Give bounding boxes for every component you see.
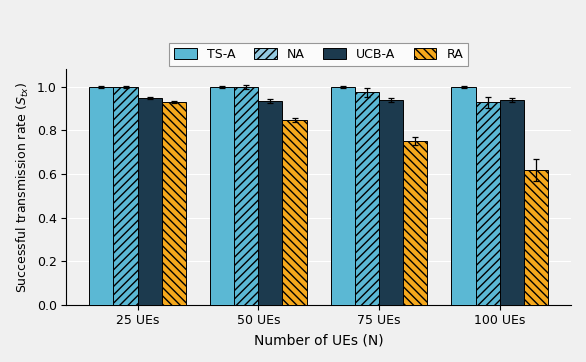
Bar xyxy=(451,87,476,305)
Bar xyxy=(524,170,548,305)
X-axis label: Number of UEs (N): Number of UEs (N) xyxy=(254,333,383,347)
Bar xyxy=(89,87,114,305)
Bar xyxy=(138,98,162,305)
Bar xyxy=(234,87,258,305)
Bar xyxy=(331,87,355,305)
Bar xyxy=(355,92,379,305)
Bar xyxy=(258,101,282,305)
Bar xyxy=(500,100,524,305)
Bar xyxy=(476,102,500,305)
Bar xyxy=(162,102,186,305)
Legend: TS-A, NA, UCB-A, RA: TS-A, NA, UCB-A, RA xyxy=(169,43,468,66)
Bar xyxy=(210,87,234,305)
Bar xyxy=(403,141,427,305)
Bar xyxy=(114,87,138,305)
Y-axis label: Successful transmission rate ($S_{tx}$): Successful transmission rate ($S_{tx}$) xyxy=(15,82,31,292)
Bar xyxy=(379,100,403,305)
Bar xyxy=(282,120,306,305)
